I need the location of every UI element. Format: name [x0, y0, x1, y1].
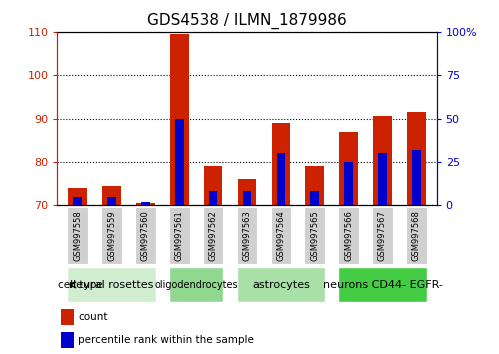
Bar: [339, 132, 358, 205]
Text: GSM997559: GSM997559: [107, 210, 116, 261]
Text: GSM997562: GSM997562: [209, 210, 218, 261]
Text: neurons CD44- EGFR-: neurons CD44- EGFR-: [322, 280, 443, 290]
Text: GSM997558: GSM997558: [73, 210, 82, 261]
Bar: [378, 153, 387, 205]
Bar: [175, 119, 184, 205]
Bar: [204, 166, 223, 205]
Bar: [276, 153, 285, 205]
Bar: [238, 179, 256, 205]
Bar: [406, 206, 427, 264]
Title: GDS4538 / ILMN_1879986: GDS4538 / ILMN_1879986: [147, 13, 347, 29]
Bar: [412, 150, 421, 205]
Bar: [338, 268, 427, 302]
Bar: [73, 196, 82, 205]
Bar: [67, 268, 156, 302]
Bar: [338, 206, 359, 264]
Bar: [102, 186, 121, 205]
Text: GSM997567: GSM997567: [378, 210, 387, 261]
Text: percentile rank within the sample: percentile rank within the sample: [78, 335, 254, 346]
Bar: [170, 34, 189, 205]
Text: oligodendrocytes: oligodendrocytes: [154, 280, 238, 290]
Bar: [373, 116, 392, 205]
Bar: [372, 206, 393, 264]
Bar: [407, 112, 426, 205]
Bar: [136, 203, 155, 205]
Bar: [243, 192, 251, 205]
Bar: [209, 192, 218, 205]
Bar: [271, 123, 290, 205]
Text: astrocytes: astrocytes: [252, 280, 310, 290]
Bar: [67, 206, 88, 264]
Text: GSM997565: GSM997565: [310, 210, 319, 261]
Bar: [169, 206, 190, 264]
Bar: [237, 206, 257, 264]
Bar: [305, 166, 324, 205]
Bar: [344, 162, 353, 205]
Bar: [107, 196, 116, 205]
Text: count: count: [78, 312, 108, 322]
Bar: [101, 206, 122, 264]
Bar: [68, 188, 87, 205]
Text: GSM997560: GSM997560: [141, 210, 150, 261]
Text: GSM997568: GSM997568: [412, 210, 421, 261]
Bar: [61, 332, 74, 348]
Bar: [169, 268, 224, 302]
Bar: [203, 206, 224, 264]
Text: neural rosettes: neural rosettes: [69, 280, 154, 290]
Text: GSM997561: GSM997561: [175, 210, 184, 261]
Bar: [304, 206, 325, 264]
Text: GSM997564: GSM997564: [276, 210, 285, 261]
Text: cell type: cell type: [58, 280, 103, 290]
Text: GSM997566: GSM997566: [344, 210, 353, 261]
Bar: [270, 206, 291, 264]
Bar: [61, 309, 74, 325]
Bar: [135, 206, 156, 264]
Bar: [310, 192, 319, 205]
Bar: [237, 268, 325, 302]
Text: GSM997563: GSM997563: [243, 210, 251, 261]
Bar: [141, 202, 150, 205]
